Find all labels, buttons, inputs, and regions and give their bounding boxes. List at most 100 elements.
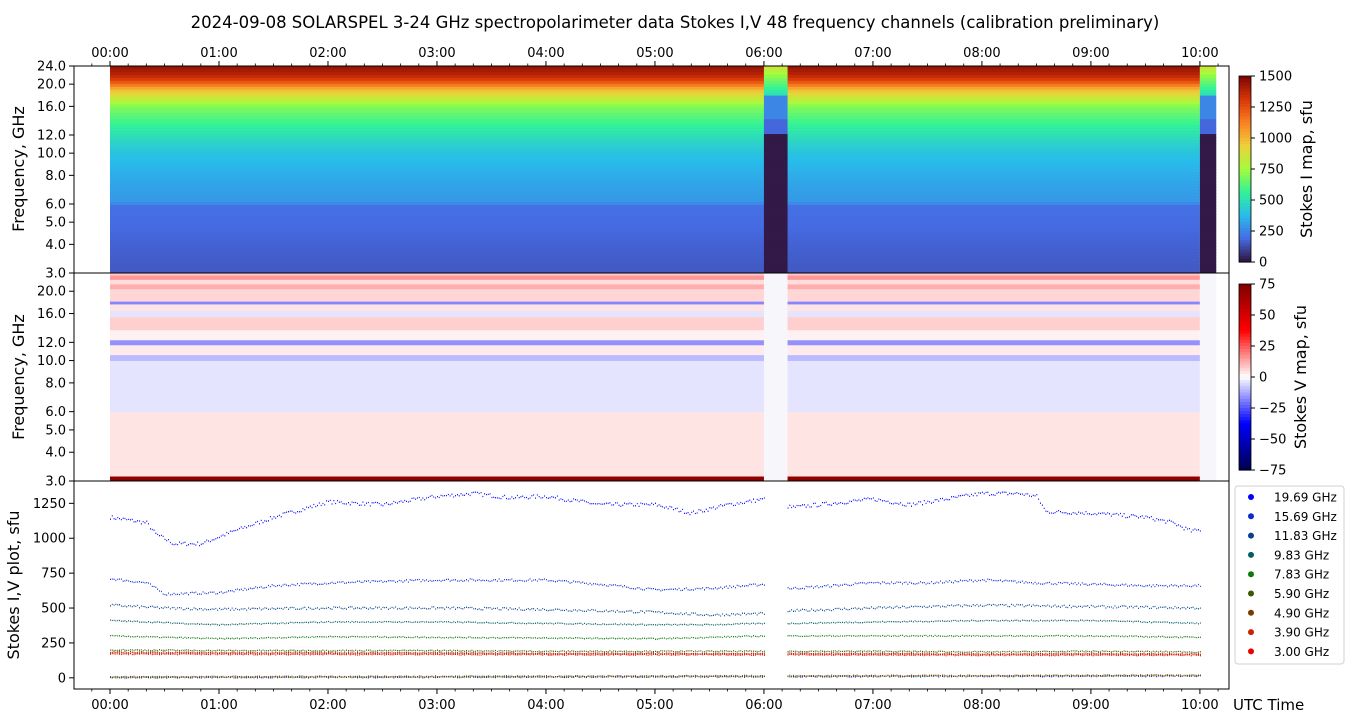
colorbar-swatch — [1239, 327, 1251, 332]
freq-tick-label: 6.0 — [45, 405, 66, 420]
stokes-i-gap-cell — [763, 249, 788, 253]
stokes-i-gap-cell — [1199, 237, 1217, 242]
stokes-i-cell — [110, 196, 1200, 200]
stokes-i-gap-cell — [1199, 184, 1217, 188]
freq-tick-label: 12.0 — [37, 336, 66, 351]
colorbar-swatch — [1239, 209, 1251, 213]
stokes-i-gap-cell — [763, 184, 788, 188]
stokes-i-gap-cell — [763, 222, 788, 227]
stokes-i-gap-cell — [763, 104, 788, 108]
stokes-i-cell — [110, 134, 1200, 138]
colorbar-swatch — [1239, 150, 1251, 155]
stokes-v-band — [110, 279, 1200, 285]
stokes-i-cell — [110, 128, 1200, 132]
stokes-i-gap-cell — [1199, 163, 1217, 168]
colorbar-swatch — [1239, 97, 1251, 102]
stokes-i-gap-cell — [763, 68, 788, 73]
colorbar-swatch — [1239, 367, 1251, 372]
colorbar-swatch — [1239, 305, 1251, 310]
legend-label: 3.90 GHz — [1274, 626, 1329, 640]
stokes-i-gap-cell — [1199, 219, 1217, 224]
colorbar-swatch — [1239, 352, 1251, 356]
stokes-v-band — [110, 329, 1200, 341]
colorbar-swatch — [1239, 414, 1251, 418]
colorbar-tick-label: 75 — [1259, 278, 1276, 293]
colorbar-swatch — [1239, 119, 1251, 124]
stokes-i-gap-cell — [1199, 98, 1217, 103]
stokes-i-gap-cell — [763, 95, 788, 100]
stokes-i-cell — [110, 145, 1200, 150]
stokes-i-gap-cell — [1199, 116, 1217, 120]
stokes-i-gap-cell — [1199, 172, 1217, 177]
stokes-i-gap-cell — [763, 148, 788, 153]
colorbar-swatch — [1239, 380, 1251, 384]
stokes-v-band — [110, 275, 1200, 280]
stokes-i-gap-cell — [1199, 66, 1217, 70]
colorbar-swatch — [1239, 411, 1251, 415]
colorbar-swatch — [1239, 311, 1251, 316]
colorbar-tick-label: −25 — [1259, 402, 1286, 417]
colorbar-swatch — [1239, 386, 1251, 390]
legend-frame — [1234, 485, 1345, 665]
stokes-i-cell — [110, 246, 1200, 250]
colorbar-swatch — [1239, 141, 1251, 145]
stokes-v-colorbar-ticks: 75 50 25 0 −25 −50 −75 — [1251, 278, 1286, 479]
stokes-i-cell — [110, 249, 1200, 253]
colorbar-swatch — [1239, 175, 1251, 179]
series-points — [110, 652, 1201, 657]
stokes-i-cell — [110, 104, 1200, 108]
stokes-v-panel: 3.0 4.0 5.0 6.0 8.0 10.0 12.0 16.0 20.0 Frequenc… — [9, 272, 1230, 490]
stokes-i-cell — [110, 199, 1200, 203]
stokes-i-gap-cell — [1199, 142, 1217, 147]
colorbar-swatch — [1239, 336, 1251, 341]
colorbar-swatch — [1239, 122, 1251, 127]
freq-tick-label: 10.0 — [37, 147, 66, 162]
stokes-i-cell — [110, 83, 1200, 88]
colorbar-swatch — [1239, 249, 1251, 254]
stokes-i-cell — [110, 231, 1200, 236]
time-tick-label: 09:00 — [1072, 46, 1109, 61]
bottom-time-axis: 00:00 01:00 02:00 03:00 04:00 05:00 06:00 07:00… — [91, 689, 1219, 713]
colorbar-swatch — [1239, 299, 1251, 304]
series-points — [110, 648, 1201, 654]
colorbar-swatch — [1239, 451, 1251, 456]
stokes-i-gap-cell — [763, 92, 788, 97]
colorbar-swatch — [1239, 284, 1251, 288]
stokes-i-gap-cell — [763, 98, 788, 103]
stokes-i-gap-cell — [1199, 169, 1217, 174]
colorbar-swatch — [1239, 377, 1251, 381]
stokes-i-gap-cell — [1199, 134, 1217, 138]
stokes-i-gap-cell — [1199, 157, 1217, 162]
colorbar-swatch — [1239, 315, 1251, 319]
colorbar-swatch — [1239, 79, 1251, 83]
stokes-i-cell — [110, 270, 1200, 273]
stokes-i-cell — [110, 184, 1200, 188]
colorbar-swatch — [1239, 404, 1251, 409]
stokes-i-cell — [110, 122, 1200, 126]
stokes-i-gap-cell — [1199, 77, 1217, 82]
legend-items: 19.69 GHz 15.69 GHz 11.83 GHz 9.83 GHz 7.83 … — [1248, 491, 1337, 659]
stokes-i-cell — [110, 178, 1200, 182]
stokes-i-gap-cell — [763, 157, 788, 162]
colorbar-swatch — [1239, 100, 1251, 105]
series-points — [110, 619, 1201, 626]
colorbar-swatch — [1239, 144, 1251, 148]
colorbar-swatch — [1239, 287, 1251, 291]
stokes-i-gap-cell — [763, 237, 788, 242]
colorbar-swatch — [1239, 187, 1251, 192]
freq-tick-label: 3.0 — [45, 267, 66, 282]
time-tick-label: 06:00 — [745, 698, 782, 713]
stokes-i-cell — [110, 234, 1200, 239]
legend-label: 7.83 GHz — [1274, 568, 1329, 582]
stokes-i-cell — [110, 110, 1200, 114]
stokes-i-gap-cell — [763, 202, 788, 206]
stokes-i-colorbar-ticks: 0 250 500 750 1000 1250 1500 — [1251, 70, 1292, 271]
stokes-i-gap-cell — [1199, 240, 1217, 245]
stokes-i-gap-cell — [1199, 234, 1217, 239]
stokes-i-gap-cell — [763, 196, 788, 200]
series-points — [110, 578, 1201, 596]
stokes-v-colorbar: 75 50 25 0 −25 −50 −75 Stokes V map, sfu — [1238, 278, 1310, 479]
stokes-i-gap-cell — [1199, 202, 1217, 206]
colorbar-swatch — [1239, 349, 1251, 353]
